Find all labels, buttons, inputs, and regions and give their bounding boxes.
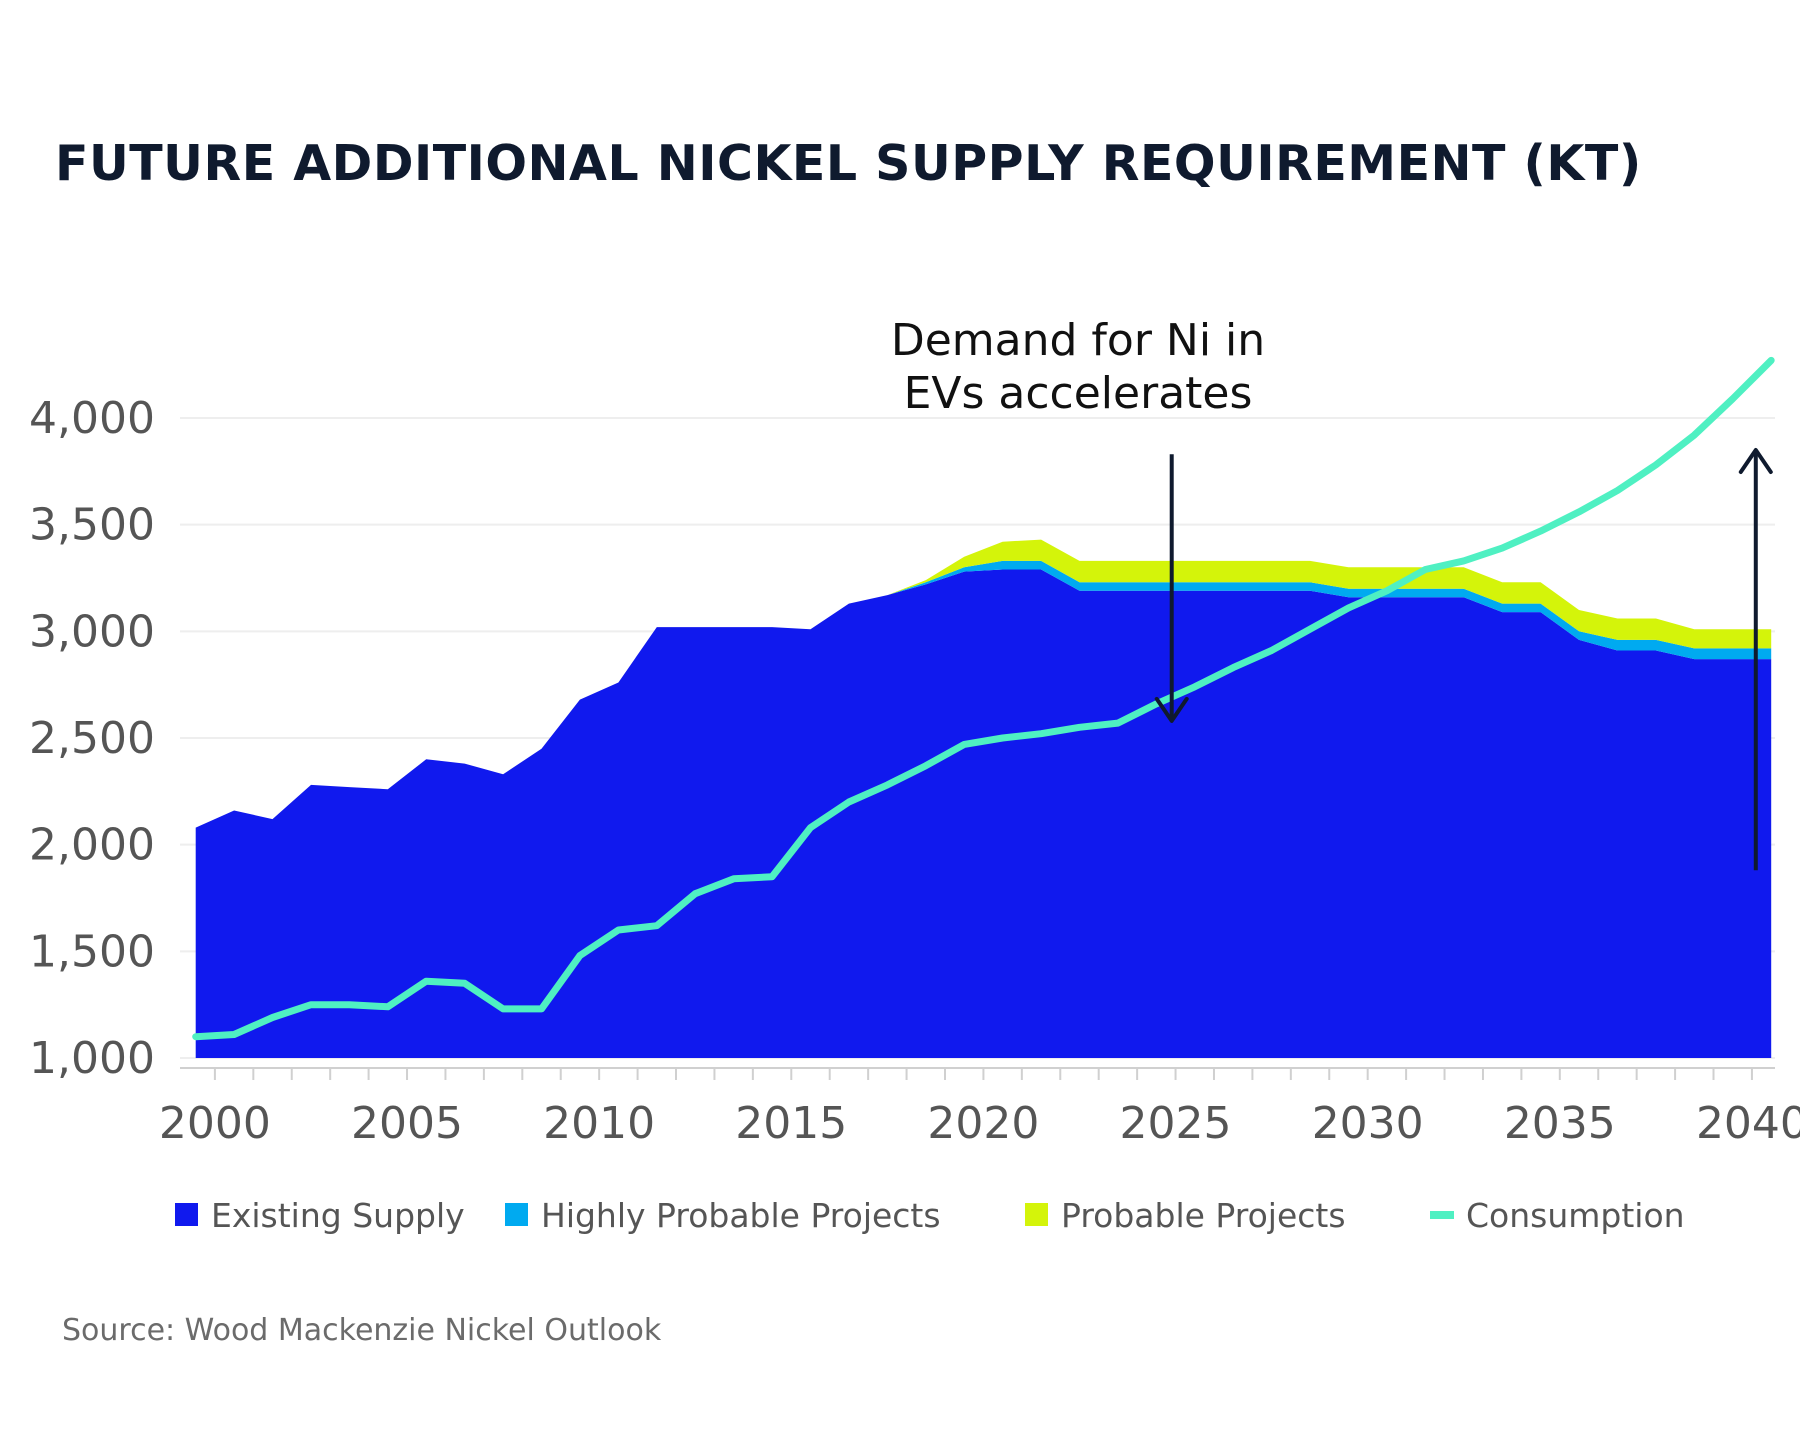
x-tick-label: 2025 [1120, 1098, 1232, 1149]
x-tick-label: 2020 [927, 1098, 1039, 1149]
source-note: Source: Wood Mackenzie Nickel Outlook [62, 1313, 662, 1348]
annotation-arrow-head [1738, 448, 1773, 474]
legend-label: Highly Probable Projects [541, 1196, 941, 1235]
legend-label: Probable Projects [1061, 1196, 1346, 1235]
legend-swatch [175, 1203, 198, 1226]
legend-swatch [1025, 1203, 1048, 1226]
annotation-text: EVs accelerates [904, 368, 1253, 419]
y-tick-label: 1,500 [29, 926, 155, 977]
x-tick-label: 2035 [1504, 1098, 1616, 1149]
y-tick-label: 4,000 [29, 393, 155, 444]
y-tick-label: 2,500 [29, 713, 155, 764]
legend: Existing Supply Highly Probable Projects P… [175, 1196, 1685, 1235]
legend-label: Consumption [1466, 1196, 1685, 1235]
area-layer [195, 539, 1772, 1058]
area-existing-supply [195, 569, 1772, 1058]
legend-swatch [505, 1203, 528, 1226]
annotation-arrow-head [1154, 696, 1189, 723]
y-tick-label: 1,000 [29, 1033, 155, 1084]
annotation-text: Demand for Ni in [891, 315, 1265, 366]
y-tick-label: 2,000 [29, 820, 155, 871]
y-tick-label: 3,000 [29, 606, 155, 657]
x-tick-label: 2000 [159, 1098, 271, 1149]
chart-title: FUTURE ADDITIONAL NICKEL SUPPLY REQUIREM… [55, 135, 1642, 192]
legend-label: Existing Supply [211, 1196, 465, 1235]
axis-layer: 1,000 1,500 2,000 2,500 3,000 3,500 4,000 2000 2… [29, 393, 1800, 1149]
line-layer [192, 356, 1775, 1041]
x-tick-label: 2030 [1312, 1098, 1424, 1149]
x-tick-label: 2010 [543, 1098, 655, 1149]
x-tick-label: 2040 [1696, 1098, 1800, 1149]
x-tick-label: 2015 [735, 1098, 847, 1149]
x-tick-label: 2005 [351, 1098, 463, 1149]
y-tick-label: 3,500 [29, 500, 155, 551]
line-consumption [192, 356, 1775, 1041]
